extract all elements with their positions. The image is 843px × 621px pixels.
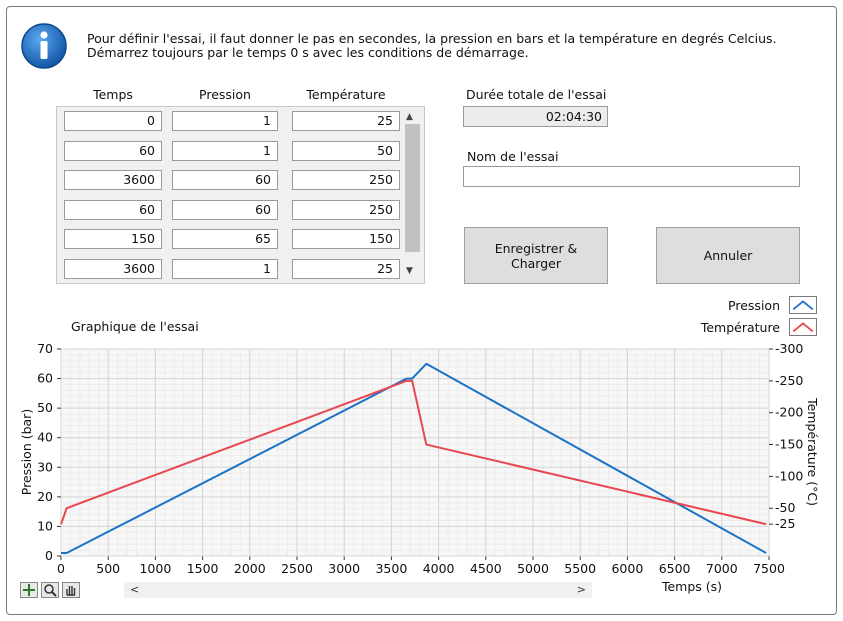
column-header-pression: Pression — [199, 87, 251, 102]
plot-area[interactable] — [60, 348, 770, 557]
x-tick-label: 3000 — [328, 561, 360, 576]
legend-label-pression: Pression — [728, 298, 780, 313]
graph-title: Graphique de l'essai — [71, 319, 199, 334]
scroll-down-icon[interactable]: ▼ — [406, 266, 413, 276]
x-tick-label: 0 — [57, 561, 65, 576]
x-tick-label: 3500 — [375, 561, 407, 576]
y-tick-label: 60 — [37, 371, 53, 386]
duration-display: 02:04:30 — [463, 106, 608, 127]
table-cell[interactable]: 3600 — [64, 170, 162, 190]
table-cell[interactable]: 65 — [172, 229, 278, 249]
cancel-button-label: Annuler — [703, 248, 753, 263]
save-button-label-line-2: Charger — [511, 255, 561, 271]
table-cell[interactable]: 60 — [172, 199, 278, 220]
y-tick-label: 30 — [37, 459, 53, 474]
info-line-2: Démarrez toujours par le temps 0 s avec … — [87, 45, 529, 60]
info-icon — [21, 23, 67, 69]
scroll-left-icon[interactable]: < — [130, 583, 140, 596]
y-tick-label: 50 — [37, 400, 53, 415]
info-line-1: Pour définir l'essai, il faut donner le … — [87, 31, 777, 46]
table-cell[interactable]: 1 — [172, 111, 278, 131]
y-tick-label: 40 — [37, 430, 53, 445]
y-tick-label: 0 — [45, 548, 53, 563]
zoom-tool-icon[interactable] — [41, 582, 59, 598]
series-line-température — [60, 379, 767, 526]
table-cell[interactable]: 25 — [292, 258, 400, 279]
x-tick-label: 2000 — [234, 561, 266, 576]
y2-tick-label: -150 — [775, 437, 803, 452]
table-cell[interactable]: 150 — [292, 229, 400, 249]
x-tick-label: 5000 — [517, 561, 549, 576]
y2-tick-label: -250 — [775, 373, 803, 388]
pan-tool-icon[interactable] — [62, 582, 80, 598]
x-tick-label: 5500 — [564, 561, 596, 576]
table-cell[interactable]: 3600 — [64, 258, 162, 279]
x-tick-label: 6000 — [611, 561, 643, 576]
y2-tick-label: -200 — [775, 405, 803, 420]
info-text: Pour définir l'essai, il faut donner le … — [87, 32, 777, 60]
legend-swatch-pression[interactable] — [789, 296, 817, 314]
x-tick-label: 4000 — [423, 561, 455, 576]
table-vertical-scrollbar[interactable]: ▲ ▼ — [403, 110, 421, 280]
y-tick-label: 10 — [37, 518, 53, 533]
cursor-tool-icon[interactable] — [20, 582, 38, 598]
table-cell[interactable]: 150 — [64, 229, 162, 249]
y-tick-label: 20 — [37, 489, 53, 504]
duration-label: Durée totale de l'essai — [466, 87, 607, 102]
y2-tick-label: -50 — [775, 500, 795, 515]
table-cell[interactable]: 60 — [64, 199, 162, 220]
y2-tick-label: -25 — [775, 516, 795, 531]
save-and-load-button[interactable]: Enregistrer & Charger — [464, 227, 608, 284]
table-cell[interactable]: 60 — [64, 140, 162, 161]
scrollbar-thumb[interactable] — [405, 124, 420, 252]
test-name-label: Nom de l'essai — [467, 149, 559, 164]
x-axis-label: Temps (s) — [661, 579, 722, 594]
x-tick-label: 7500 — [753, 561, 785, 576]
x-tick-label: 500 — [96, 561, 120, 576]
y-axis-label: Pression (bar) — [19, 409, 34, 495]
table-cell[interactable]: 50 — [292, 140, 400, 161]
y2-tick-label: -100 — [775, 468, 803, 483]
table-cell[interactable]: 1 — [172, 140, 278, 161]
save-button-label-line-1: Enregistrer & — [494, 240, 578, 256]
test-name-input[interactable] — [463, 166, 800, 187]
table-cell[interactable]: 250 — [292, 199, 400, 220]
table-cell[interactable]: 250 — [292, 170, 400, 190]
x-tick-label: 1000 — [139, 561, 171, 576]
y2-axis-label: Température (°C) — [805, 397, 820, 506]
table-cell[interactable]: 0 — [64, 111, 162, 131]
legend-swatch-temperature[interactable] — [789, 318, 817, 336]
table-cell[interactable]: 1 — [172, 258, 278, 279]
series-line-pression — [61, 362, 767, 555]
x-tick-label: 4500 — [470, 561, 502, 576]
test-steps-table: 0 1 25 60 1 50 3600 60 250 60 60 250 150 65 150 3600 1 25 — [56, 106, 425, 284]
graph-horizontal-scrollbar[interactable]: < > — [124, 582, 592, 598]
table-cell[interactable]: 60 — [172, 170, 278, 190]
y2-tick-label: -300 — [775, 341, 803, 356]
x-tick-label: 6500 — [659, 561, 691, 576]
legend-label-temperature: Température — [700, 320, 780, 335]
column-header-temps: Temps — [93, 87, 133, 102]
table-cell[interactable]: 25 — [292, 111, 400, 131]
x-tick-label: 1500 — [187, 561, 219, 576]
y-tick-label: 70 — [37, 341, 53, 356]
cancel-button[interactable]: Annuler — [656, 227, 800, 284]
x-tick-label: 7000 — [706, 561, 738, 576]
scroll-right-icon[interactable]: > — [576, 583, 586, 596]
scroll-up-icon[interactable]: ▲ — [406, 112, 413, 122]
column-header-temperature: Température — [306, 87, 386, 102]
x-tick-label: 2500 — [281, 561, 313, 576]
